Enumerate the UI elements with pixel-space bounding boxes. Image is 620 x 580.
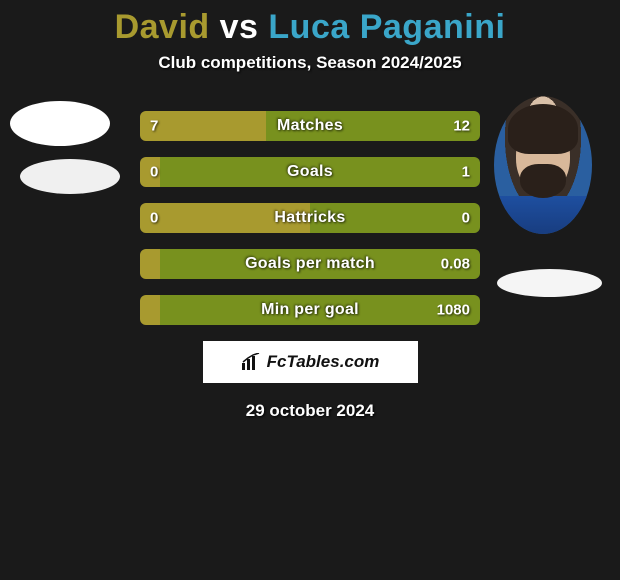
stat-label: Goals per match <box>140 255 480 273</box>
chart-icon <box>241 353 263 371</box>
vs-text: vs <box>220 8 259 46</box>
player2-name: Luca Paganini <box>268 8 505 46</box>
stat-row: Hattricks0 0 <box>140 203 480 233</box>
stat-bars: Matches712Goals01Hattricks00Goals per ma… <box>140 111 480 325</box>
stat-value-left: 7 <box>150 118 158 135</box>
stat-value-right: 0.08 <box>441 256 470 273</box>
stat-value-left: 0 <box>150 164 158 181</box>
snapshot-date: 29 october 2024 <box>0 401 620 421</box>
player1-shadow <box>20 159 120 194</box>
stat-label: Hattricks <box>140 209 480 227</box>
stat-value-left: 0 <box>150 210 158 227</box>
subtitle: Club competitions, Season 2024/2025 <box>0 53 620 73</box>
fctables-logo: FcTables.com <box>203 341 418 383</box>
stat-value-right: 0 <box>462 210 470 227</box>
player2-hair <box>508 104 578 154</box>
stat-label: Min per goal <box>140 301 480 319</box>
comparison-area: Matches712Goals01Hattricks00Goals per ma… <box>0 111 620 325</box>
stat-label: Goals <box>140 163 480 181</box>
stat-label: Matches <box>140 117 480 135</box>
player1-avatar-placeholder <box>10 101 110 146</box>
stat-value-right: 1080 <box>437 302 470 319</box>
stat-row: Goals per match0.08 <box>140 249 480 279</box>
player2-avatar <box>494 96 592 234</box>
comparison-title: David vs Luca Paganini <box>0 0 620 47</box>
stat-row: Goals0 1 <box>140 157 480 187</box>
player2-beard <box>520 164 566 198</box>
stat-value-right: 12 <box>453 118 470 135</box>
stat-value-right: 1 <box>462 164 470 181</box>
logo-text: FcTables.com <box>267 352 380 372</box>
stat-row: Min per goal1080 <box>140 295 480 325</box>
player1-name: David <box>115 8 210 46</box>
player2-jersey <box>494 196 592 234</box>
stat-row: Matches7 12 <box>140 111 480 141</box>
player2-shadow <box>497 269 602 297</box>
